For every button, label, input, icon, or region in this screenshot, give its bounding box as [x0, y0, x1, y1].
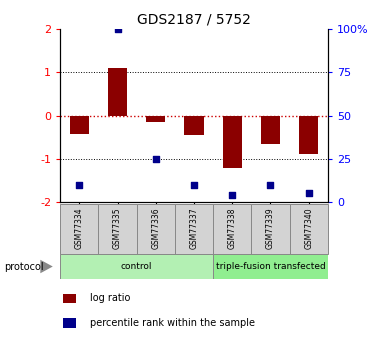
Bar — [299, 116, 318, 155]
Text: GSM77337: GSM77337 — [189, 208, 199, 249]
Bar — [261, 116, 280, 144]
Bar — [223, 116, 242, 168]
Point — [267, 182, 274, 187]
Text: GSM77334: GSM77334 — [75, 208, 84, 249]
Bar — [70, 116, 89, 134]
Bar — [251, 204, 289, 254]
Bar — [175, 204, 213, 254]
Text: GSM77339: GSM77339 — [266, 208, 275, 249]
Bar — [184, 116, 204, 135]
Text: GSM77335: GSM77335 — [113, 208, 122, 249]
Polygon shape — [40, 260, 53, 273]
Point — [76, 182, 82, 187]
Bar — [99, 204, 137, 254]
Title: GDS2187 / 5752: GDS2187 / 5752 — [137, 13, 251, 27]
Point — [114, 27, 121, 32]
Bar — [63, 294, 76, 304]
Bar — [146, 116, 165, 122]
Bar — [137, 204, 175, 254]
Text: GSM77338: GSM77338 — [228, 208, 237, 249]
Point — [306, 190, 312, 196]
Bar — [213, 204, 251, 254]
Bar — [63, 318, 76, 328]
Text: percentile rank within the sample: percentile rank within the sample — [90, 318, 255, 328]
Text: GSM77340: GSM77340 — [304, 208, 313, 249]
Text: log ratio: log ratio — [90, 294, 130, 304]
Point — [152, 156, 159, 161]
Text: protocol: protocol — [4, 262, 43, 272]
Bar — [60, 204, 99, 254]
Bar — [289, 204, 328, 254]
Bar — [60, 254, 213, 279]
Text: triple-fusion transfected: triple-fusion transfected — [216, 262, 326, 271]
Text: control: control — [121, 262, 152, 271]
Point — [191, 182, 197, 187]
Bar — [108, 68, 127, 116]
Point — [229, 192, 236, 198]
Bar — [213, 254, 328, 279]
Text: GSM77336: GSM77336 — [151, 208, 160, 249]
